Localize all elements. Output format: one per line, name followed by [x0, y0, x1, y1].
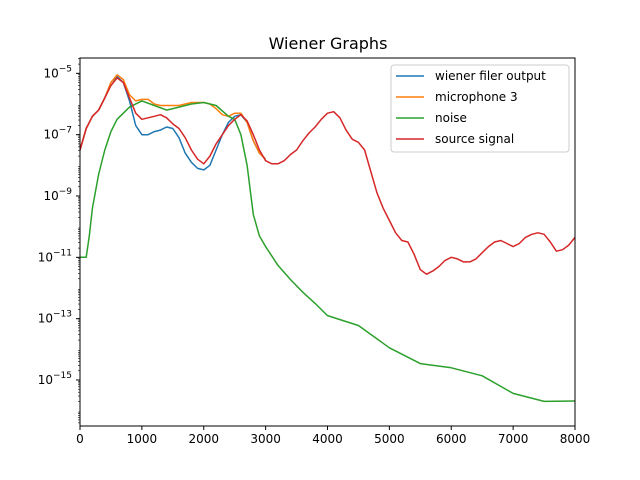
series-line-2 [80, 100, 575, 403]
legend-label-2: noise [435, 111, 467, 125]
series-layer [80, 74, 575, 403]
y-tick-label: 10−15 [38, 371, 72, 387]
series-line-1 [80, 74, 267, 160]
chart-title: Wiener Graphs [269, 34, 388, 53]
y-tick-label: 10−7 [43, 126, 72, 142]
series-line-3 [80, 77, 575, 275]
y-tick-label: 10−5 [43, 64, 72, 80]
y-tick-label: 10−9 [43, 187, 72, 203]
x-tick-label: 3000 [250, 432, 281, 446]
x-tick-label: 1000 [127, 432, 158, 446]
x-tick-label: 0 [76, 432, 84, 446]
legend-label-1: microphone 3 [435, 90, 518, 104]
x-tick-label: 4000 [312, 432, 343, 446]
x-axis: 0 1000 2000 3000 4000 5000 6000 7000 8000 [76, 426, 590, 446]
legend-label-0: wiener filer output [435, 69, 546, 83]
x-tick-label: 5000 [374, 432, 405, 446]
y-tick-label: 10−11 [38, 248, 72, 264]
legend-label-3: source signal [435, 132, 514, 146]
legend-box [390, 64, 570, 153]
x-tick-label: 2000 [188, 432, 219, 446]
x-tick-label: 8000 [560, 432, 591, 446]
legend: wiener filer output microphone 3 noise sour… [390, 64, 570, 153]
y-tick-label: 10−13 [38, 310, 72, 326]
y-axis: 10−5 10−7 10−9 10−11 10−13 10−15 [38, 58, 80, 424]
x-tick-label: 7000 [498, 432, 529, 446]
x-tick-label: 6000 [436, 432, 467, 446]
